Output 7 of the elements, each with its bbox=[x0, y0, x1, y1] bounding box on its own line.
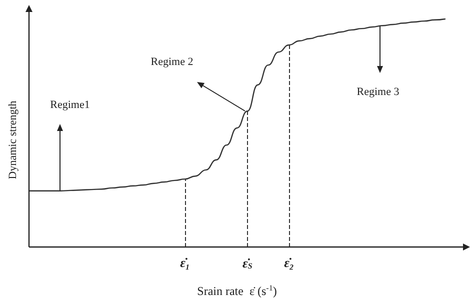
x-tick-label: ε̇₁ bbox=[180, 255, 190, 270]
annotation: Regime 2 bbox=[150, 56, 194, 68]
annotation: Regime1 bbox=[50, 99, 90, 111]
x-tick-label: ε̇S bbox=[242, 256, 253, 270]
x-tick-label: ε̇₂ bbox=[284, 255, 294, 270]
annotation: Regime 3 bbox=[356, 86, 400, 98]
y-axis-title: Dynamic strength bbox=[7, 100, 19, 180]
